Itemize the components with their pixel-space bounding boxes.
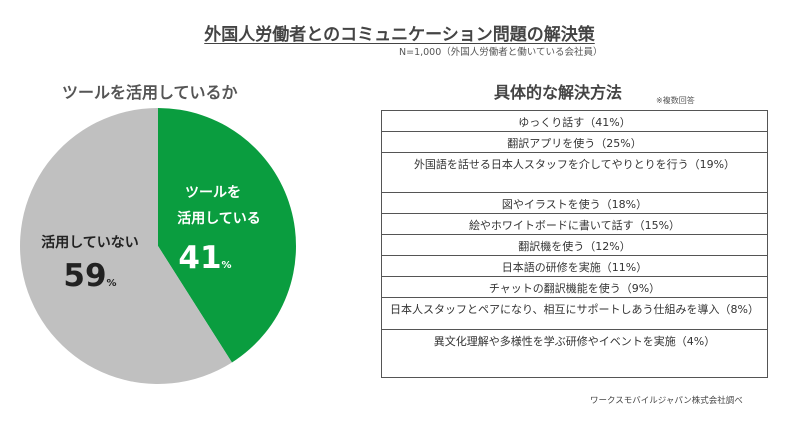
solution-row: 翻訳機を使う（12%）: [382, 235, 767, 256]
slice-value-not-using-unit: %: [107, 278, 117, 289]
slice-value-not-using: 59%: [63, 258, 116, 294]
solution-row: チャットの翻訳機能を使う（9%）: [382, 277, 767, 298]
tool-usage-heading: ツールを活用しているか: [62, 83, 238, 102]
slice-value-using-unit: %: [222, 260, 232, 271]
solutions-heading: 具体的な解決方法: [494, 83, 623, 102]
slice-value-using-number: 41: [178, 240, 221, 276]
solution-row: 外国語を話せる日本人スタッフを介してやりとりを行う（19%）: [382, 153, 767, 193]
source-credit: ワークスモバイルジャパン株式会社調べ: [590, 396, 743, 406]
pie-slice-using-tools: [158, 108, 297, 363]
slice-label-using-line2: 活用している: [177, 210, 261, 227]
solution-row: 絵やホワイトボードに書いて話す（15%）: [382, 214, 767, 235]
solution-row: 日本人スタッフとペアになり、相互にサポートしあう仕組みを導入（8%）: [382, 298, 767, 330]
solution-row: 日本語の研修を実施（11%）: [382, 256, 767, 277]
sample-note: N=1,000（外国人労働者と働いている会社員）: [399, 47, 603, 58]
solutions-table: ゆっくり話す（41%） 翻訳アプリを使う（25%） 外国語を話せる日本人スタッフ…: [381, 110, 768, 378]
slice-value-using: 41%: [178, 240, 231, 276]
solution-row: ゆっくり話す（41%）: [382, 111, 767, 132]
slice-value-not-using-number: 59: [63, 258, 106, 294]
pie-slice-not-using-tools: [20, 108, 232, 385]
solution-row: 翻訳アプリを使う（25%）: [382, 132, 767, 153]
tool-usage-pie-chart: ツールを 活用している 41% 活用していない 59%: [20, 108, 297, 385]
slice-label-using-line1: ツールを: [185, 185, 241, 201]
solution-row: 異文化理解や多様性を学ぶ研修やイベントを実施（4%）: [433, 335, 716, 348]
slice-label-not-using: 活用していない: [41, 234, 139, 251]
multiple-answer-note: ※複数回答: [656, 96, 695, 105]
solution-row: 図やイラストを使う（18%）: [382, 193, 767, 214]
page-title: 外国人労働者とのコミュニケーション問題の解決策: [204, 25, 595, 45]
